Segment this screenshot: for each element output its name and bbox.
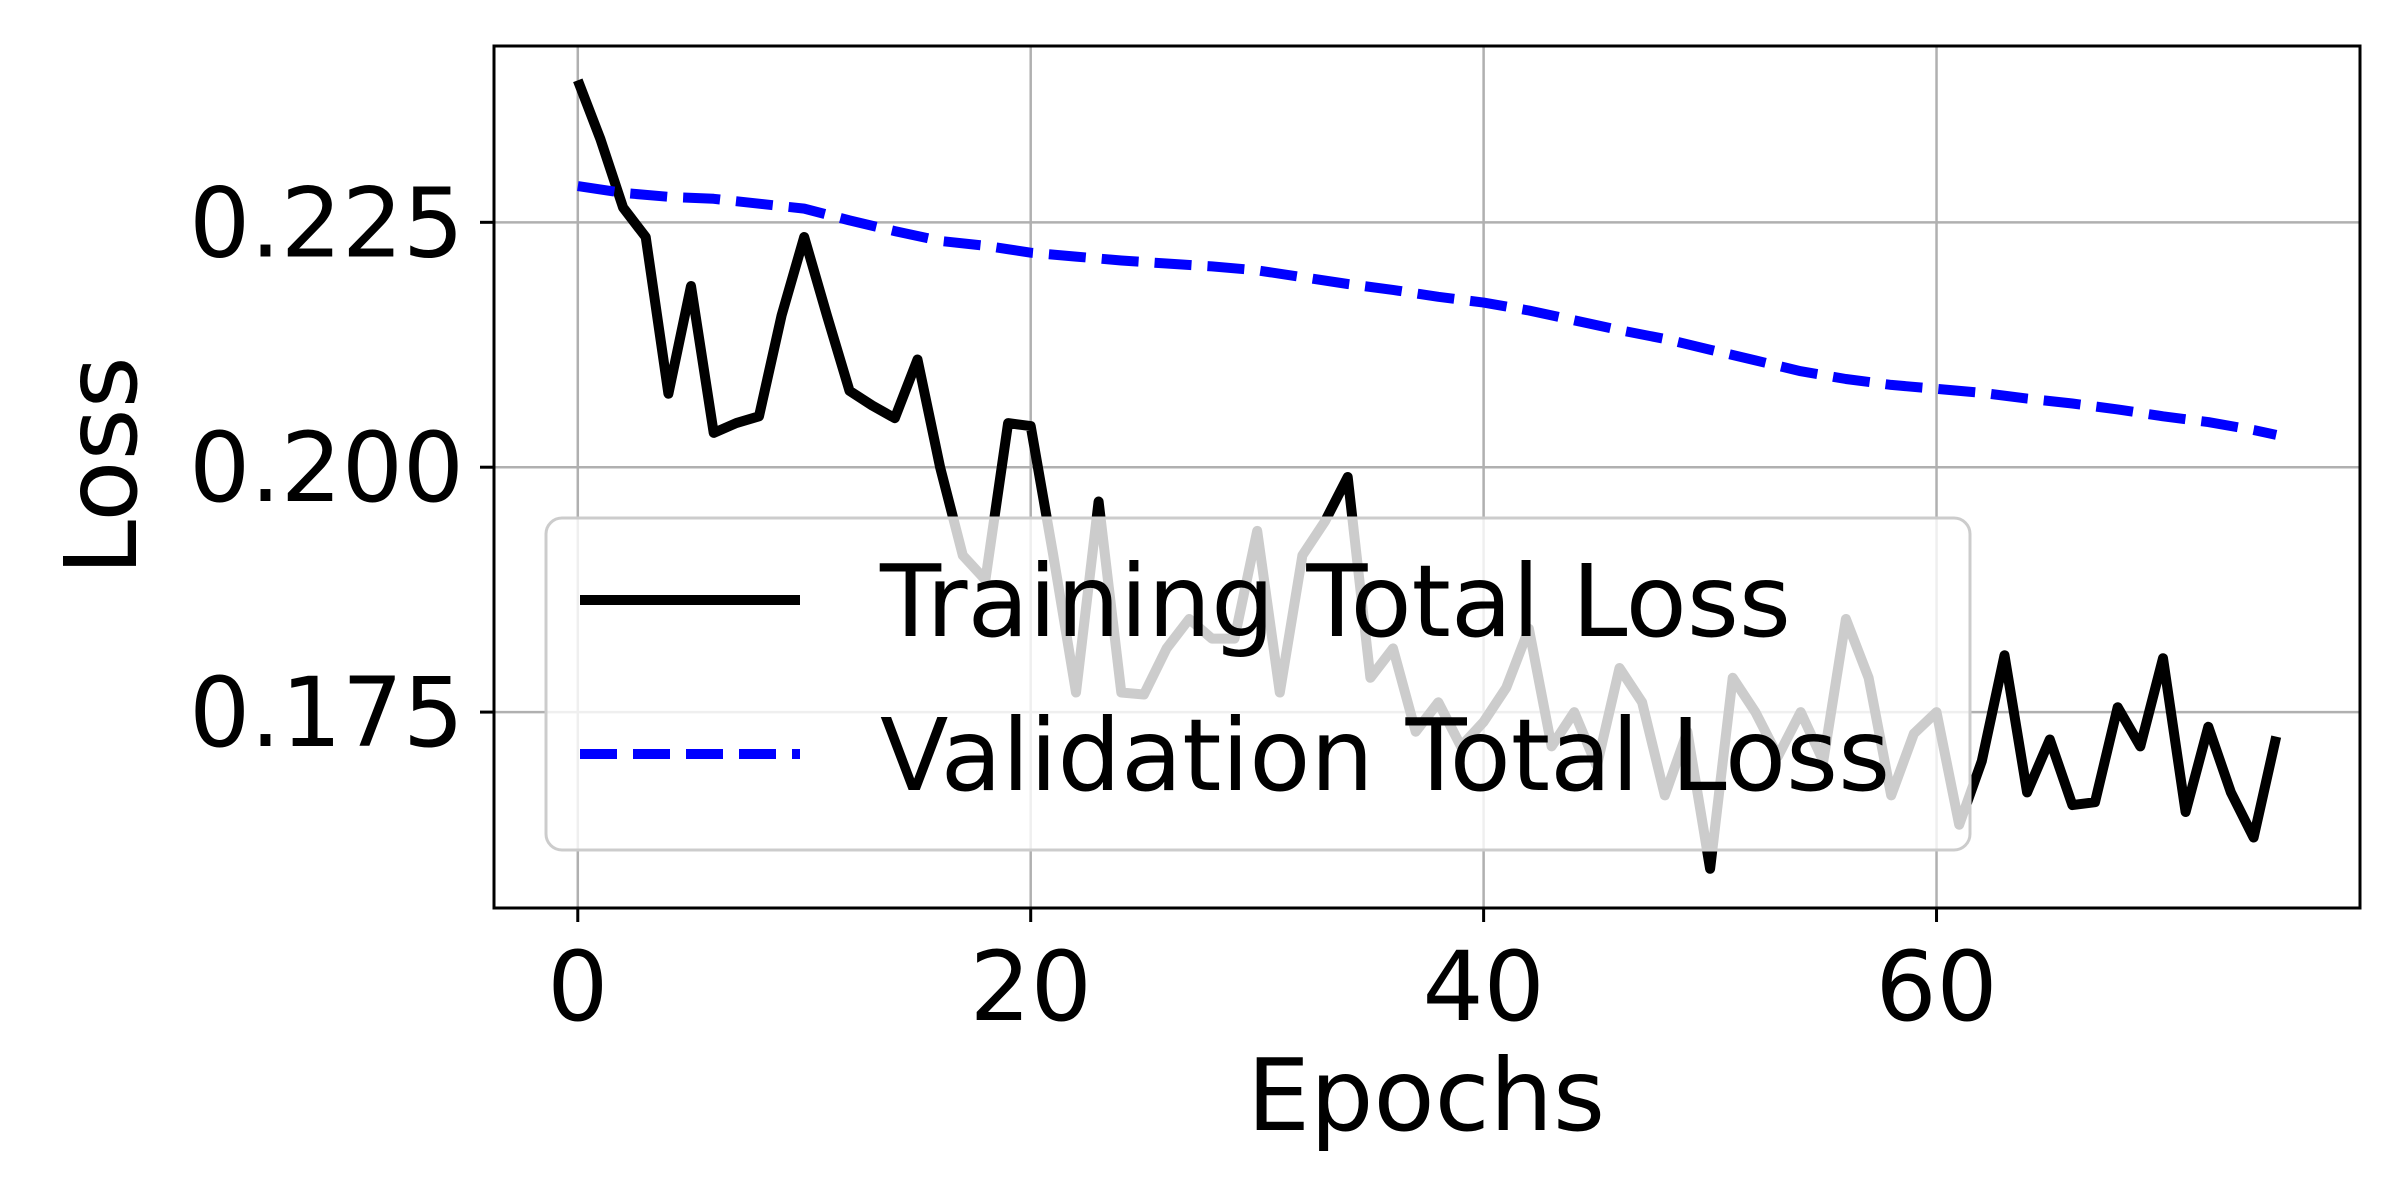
plot-frame — [492, 44, 2362, 910]
legend: Training Total Loss Validation Total Los… — [544, 516, 1972, 852]
x-axis-label: Epochs — [1247, 1037, 1605, 1154]
x-tick-label: 0 — [547, 931, 608, 1043]
x-tick-label: 20 — [970, 931, 1092, 1043]
axis-ticks: 0 20 40 60 0.175 0.200 0.225 — [189, 167, 1997, 1043]
y-axis-label: Loss — [43, 356, 160, 575]
x-tick-label: 60 — [1875, 931, 1997, 1043]
x-tick-label: 40 — [1423, 931, 1545, 1043]
validation-loss-line — [577, 181, 2278, 440]
y-tick-label: 0.225 — [189, 167, 464, 279]
legend-box — [544, 516, 1972, 852]
legend-label-training: Training Total Loss — [879, 543, 1791, 660]
legend-label-validation: Validation Total Loss — [880, 697, 1890, 814]
y-tick-label: 0.200 — [189, 412, 464, 524]
y-tick-label: 0.175 — [189, 657, 464, 769]
